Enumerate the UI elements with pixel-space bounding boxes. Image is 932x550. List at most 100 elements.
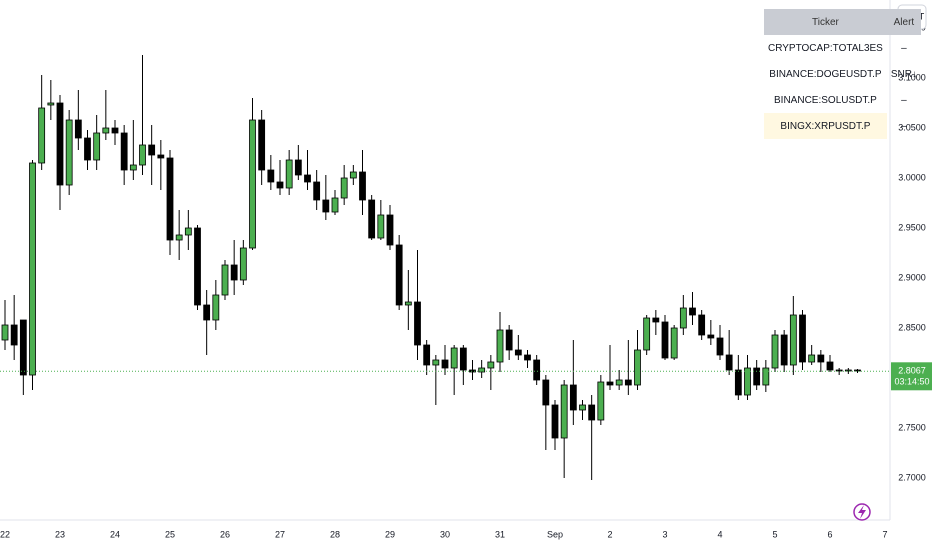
candle-body xyxy=(826,361,834,371)
candle-body xyxy=(395,244,403,306)
ticker: BINANCE:DOGEUSDT.P xyxy=(769,68,882,80)
y-tick-label: 2.9000 xyxy=(898,272,926,282)
candle-body xyxy=(157,154,165,159)
candle-body xyxy=(835,369,843,372)
x-tick-label: 29 xyxy=(385,529,395,539)
candle-body xyxy=(166,157,174,241)
candle-body xyxy=(789,314,797,366)
candle-body xyxy=(652,317,660,323)
candle-body xyxy=(670,327,678,359)
header-cell: Alert xyxy=(886,9,921,35)
candle-body xyxy=(734,369,742,396)
y-tick-label: 3.0000 xyxy=(898,172,926,182)
candle-body xyxy=(404,301,412,306)
alert: – xyxy=(901,120,907,132)
price-label: 2.8067 xyxy=(898,366,926,376)
candle-body xyxy=(771,334,779,369)
candle-body xyxy=(542,379,550,406)
candle-body xyxy=(65,119,73,186)
x-tick-label: 6 xyxy=(827,529,832,539)
candle-body xyxy=(579,404,586,411)
lightning-icon[interactable] xyxy=(853,503,871,521)
candle-body xyxy=(267,169,275,183)
y-tick-label: 3.0500 xyxy=(898,122,926,132)
x-tick-label: 22 xyxy=(0,529,10,539)
candle-body xyxy=(230,264,238,281)
candle-body xyxy=(496,329,504,363)
candle-body xyxy=(349,171,357,179)
x-tick-label: 7 xyxy=(882,529,887,539)
watch-table: Ticker Alert CRYPTOCAP:TOTAL3ES – BINANCE:… xyxy=(764,9,921,139)
candle-body xyxy=(487,361,495,369)
candle-body xyxy=(661,321,669,359)
candle-body xyxy=(459,347,467,371)
candle-body xyxy=(533,359,541,381)
candle-body xyxy=(679,307,687,329)
candle-body xyxy=(597,381,605,421)
candle-body xyxy=(359,171,366,201)
candle-body xyxy=(689,307,696,316)
candle-body xyxy=(505,329,513,351)
candle-body xyxy=(313,181,321,201)
candle-body xyxy=(276,181,284,189)
y-tick-label: 2.9500 xyxy=(898,222,926,232)
header-cell: Ticker xyxy=(764,9,887,35)
candle-body xyxy=(780,334,788,366)
candle-body xyxy=(194,227,201,306)
alert: SNR↓ xyxy=(890,68,917,80)
candle-body xyxy=(120,132,128,171)
candle-body xyxy=(285,159,293,189)
candle-body xyxy=(469,369,476,373)
candle-body xyxy=(304,174,311,183)
alert: – xyxy=(901,94,907,106)
candle-body xyxy=(10,324,18,346)
candle-body xyxy=(762,367,770,386)
candle-body xyxy=(203,304,211,321)
x-tick-label: 5 xyxy=(772,529,777,539)
x-tick-label: 26 xyxy=(220,529,230,539)
candle-body xyxy=(524,354,531,361)
candle-body xyxy=(139,144,146,166)
candle-body xyxy=(432,359,440,366)
candle-body xyxy=(643,317,651,351)
y-tick-label: 2.8500 xyxy=(898,322,926,332)
x-tick-label: 2 xyxy=(607,529,612,539)
candle-body xyxy=(634,349,641,386)
candle-body xyxy=(56,102,64,186)
candle-body xyxy=(148,144,156,156)
candle-body xyxy=(19,319,27,376)
candle-body xyxy=(38,107,46,164)
x-tick-label: 31 xyxy=(495,529,505,539)
countdown: 03:14:50 xyxy=(894,377,929,387)
x-tick-label: 30 xyxy=(440,529,450,539)
candle-body xyxy=(322,199,330,213)
candle-body xyxy=(423,344,431,366)
x-tick-label: Sep xyxy=(547,529,563,539)
candle-body xyxy=(588,404,596,421)
candle-body xyxy=(29,162,36,376)
candle-body xyxy=(294,159,302,176)
candle-body xyxy=(84,137,91,161)
candle-body xyxy=(111,127,119,134)
candle-body xyxy=(93,132,101,161)
candle-body xyxy=(249,119,256,249)
candle-body xyxy=(744,367,751,396)
candle-body xyxy=(368,199,376,239)
candle-body xyxy=(129,164,137,171)
candle-body xyxy=(854,369,861,372)
x-tick-label: 27 xyxy=(275,529,285,539)
candle-body xyxy=(551,404,559,439)
candle-body xyxy=(331,197,339,213)
candle-body xyxy=(707,334,715,339)
candle-body xyxy=(184,227,192,236)
candle-body xyxy=(175,234,183,241)
candle-body xyxy=(808,354,816,363)
x-tick-label: 23 xyxy=(55,529,65,539)
candle-body xyxy=(386,214,394,246)
candle-body xyxy=(441,359,449,369)
ticker: BINANCE:SOLUSDT.P xyxy=(774,94,877,106)
ticker: BINGX:XRPUSDT.P xyxy=(764,113,887,139)
candle-body xyxy=(258,119,266,171)
candle-body xyxy=(725,354,733,371)
